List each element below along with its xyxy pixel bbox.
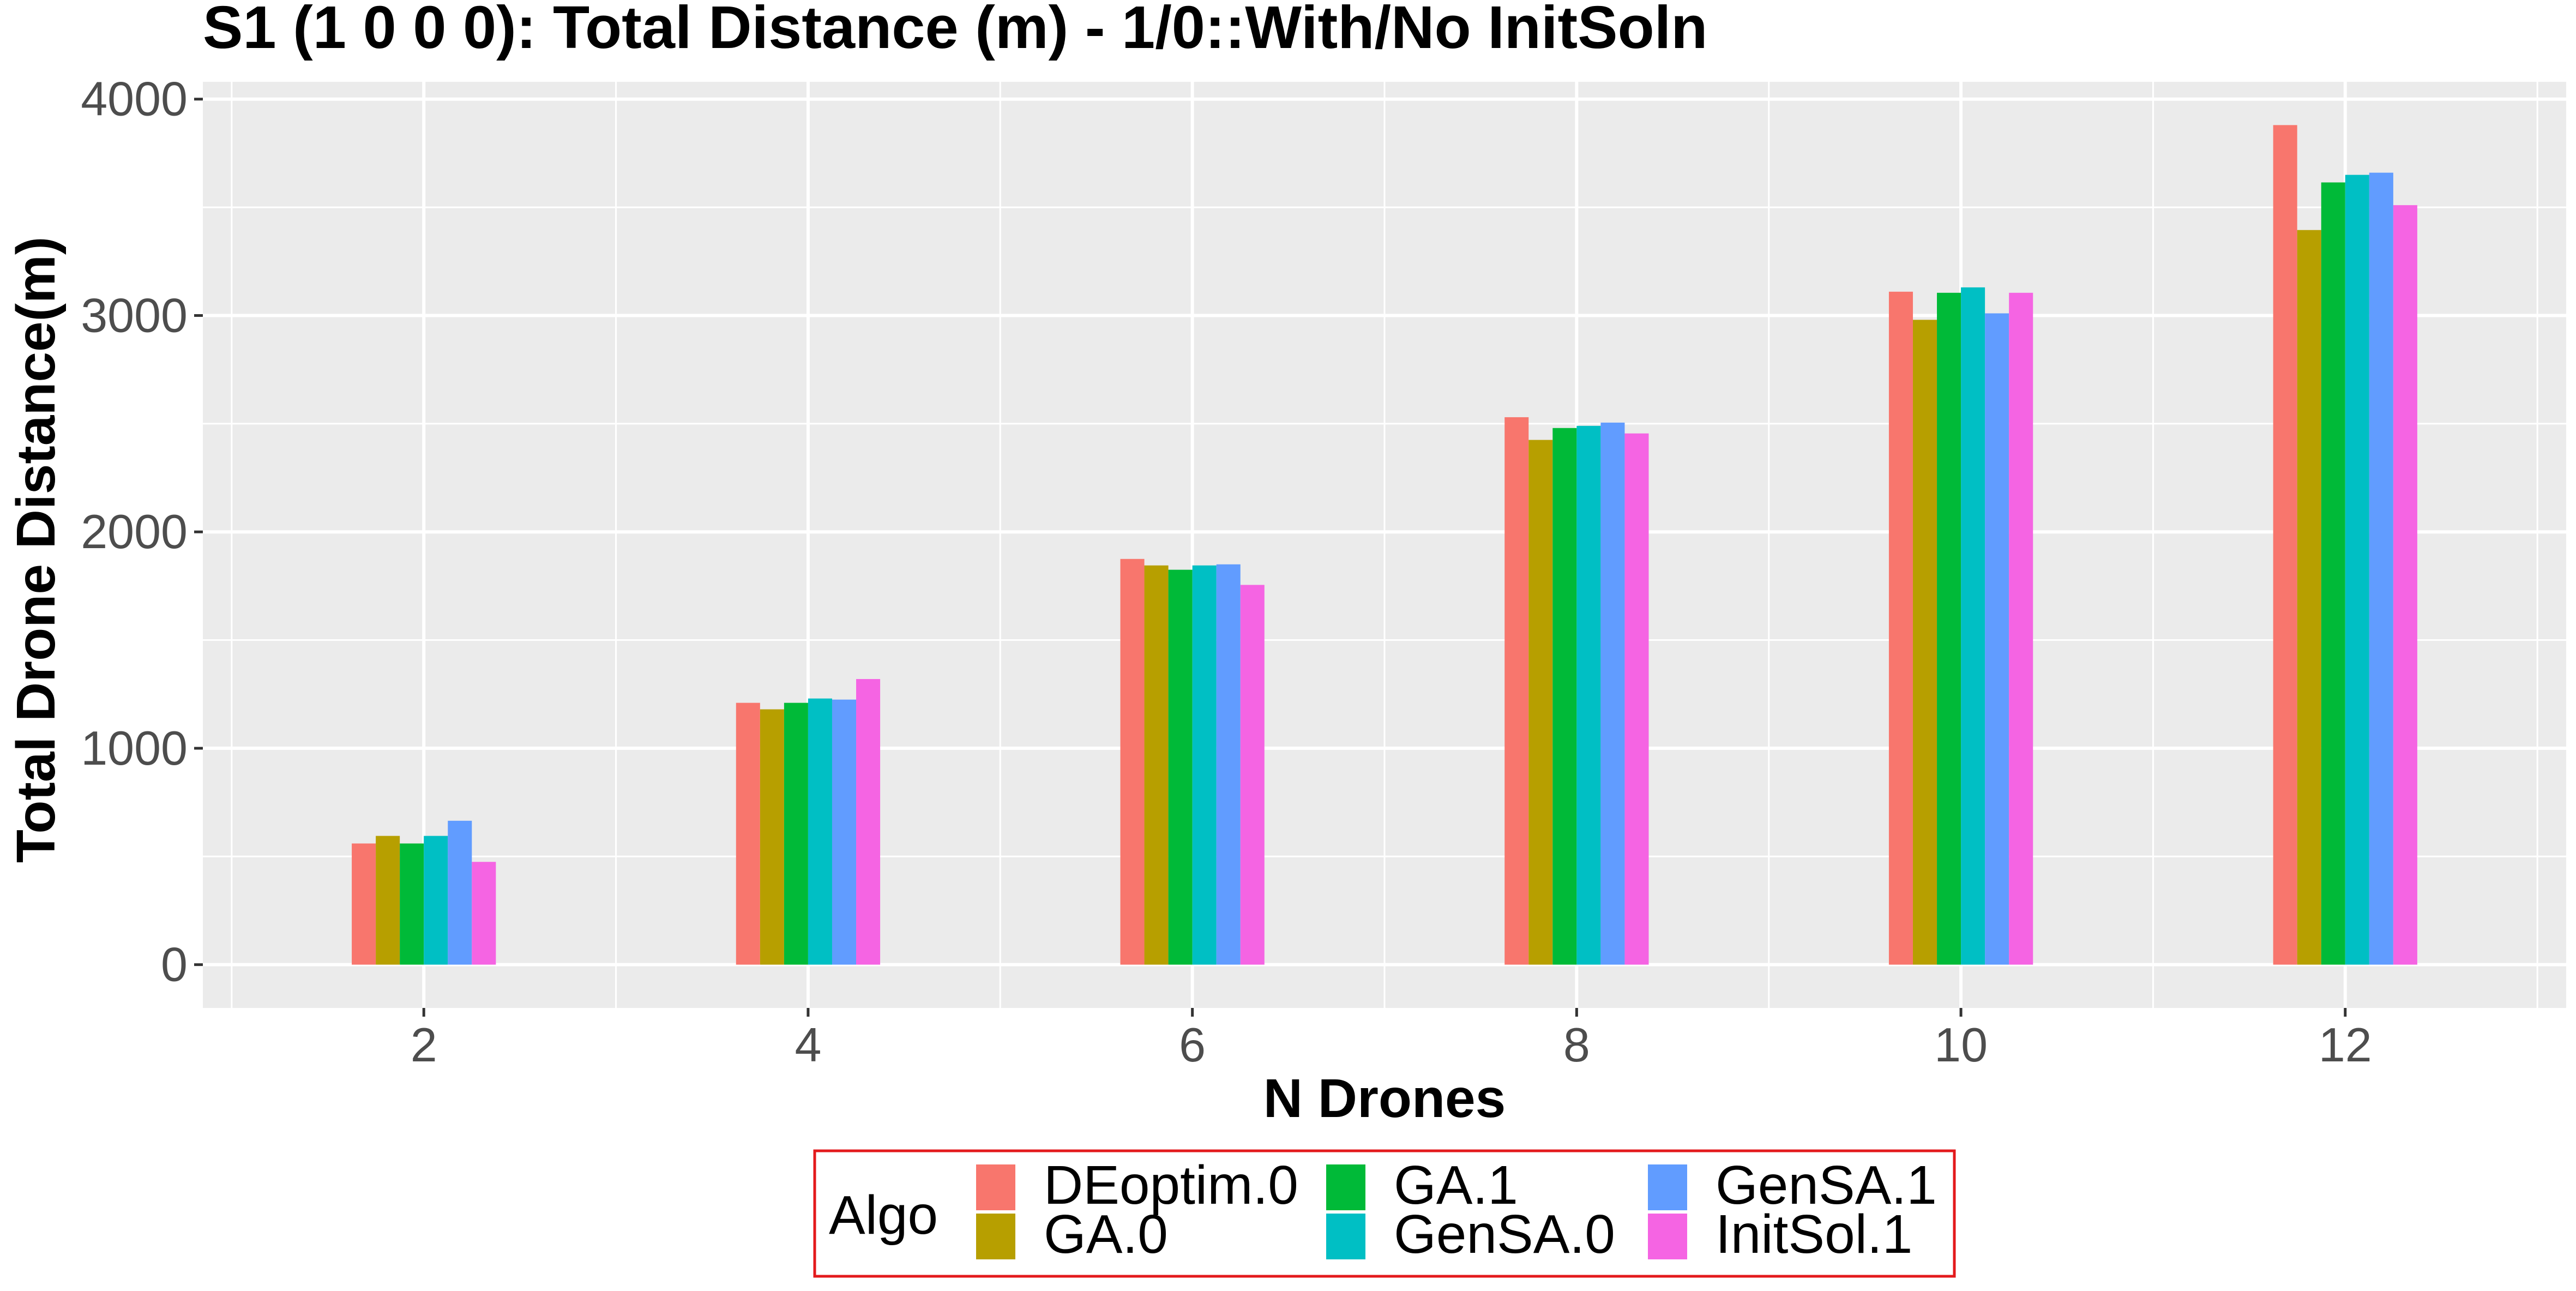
bar-deoptim-0-2 (352, 843, 376, 965)
x-tick-label: 2 (411, 1018, 437, 1072)
bars (352, 125, 2417, 965)
bar-ga-0-8 (1528, 440, 1553, 965)
y-axis-title: Total Drone Distance(m) (5, 237, 67, 863)
y-tick-label: 2000 (81, 505, 188, 559)
bar-initsol-1-12 (2393, 205, 2417, 965)
chart-title: S1 (1 0 0 0): Total Distance (m) - 1/0::… (203, 0, 1707, 61)
bar-ga-1-6 (1168, 569, 1193, 965)
bar-deoptim-0-8 (1504, 417, 1529, 965)
bar-gensa-1-6 (1216, 564, 1241, 965)
bar-gensa-1-2 (448, 820, 472, 965)
bar-ga-0-12 (2297, 230, 2321, 965)
bar-initsol-1-4 (856, 678, 881, 965)
bar-initsol-1-6 (1240, 585, 1265, 965)
legend-key-gensa-1 (1648, 1164, 1687, 1210)
bar-ga-0-4 (760, 709, 784, 965)
legend-label-ga-0: GA.0 (1044, 1204, 1168, 1265)
bar-ga-1-4 (784, 702, 808, 965)
y-tick-label: 0 (161, 938, 188, 992)
legend-key-ga-0 (976, 1214, 1015, 1259)
bar-ga-1-8 (1552, 428, 1577, 965)
y-tick-label: 4000 (81, 72, 188, 126)
bar-initsol-1-10 (2009, 292, 2033, 965)
y-tick-label: 1000 (81, 721, 188, 775)
legend-label-gensa-1: GenSA.1 (1716, 1155, 1937, 1216)
legend-key-gensa-0 (1326, 1214, 1365, 1259)
bar-ga-1-12 (2321, 182, 2345, 965)
bar-ga-1-2 (400, 843, 424, 965)
legend-key-deoptim-0 (976, 1164, 1015, 1210)
x-tick-label: 4 (795, 1018, 821, 1072)
bar-gensa-0-12 (2345, 175, 2369, 965)
x-tick-label: 10 (1934, 1018, 1988, 1072)
bar-gensa-1-10 (1985, 313, 2009, 965)
bar-gensa-0-4 (808, 698, 832, 965)
x-tick-label: 8 (1563, 1018, 1590, 1072)
bar-gensa-0-2 (424, 836, 448, 965)
bar-gensa-1-8 (1600, 422, 1625, 965)
bar-ga-0-6 (1144, 565, 1169, 965)
axes: 0 1000 2000 3000 4000 2 4 6 8 10 12 (81, 72, 2372, 1072)
legend-label-deoptim-0: DEoptim.0 (1044, 1155, 1298, 1216)
y-tick-label: 3000 (81, 288, 188, 342)
bar-initsol-1-8 (1624, 433, 1649, 965)
bar-gensa-0-10 (1961, 287, 1985, 965)
bar-gensa-0-6 (1192, 565, 1217, 965)
legend-title: Algo (829, 1185, 938, 1246)
legend-label-gensa-0: GenSA.0 (1394, 1204, 1615, 1265)
legend-key-ga-1 (1326, 1164, 1365, 1210)
bar-deoptim-0-12 (2273, 125, 2297, 965)
bar-ga-1-10 (1937, 292, 1961, 965)
bar-gensa-1-12 (2369, 172, 2393, 965)
x-tick-label: 6 (1179, 1018, 1206, 1072)
legend-label-initsol-1: InitSol.1 (1716, 1204, 1912, 1265)
legend-key-initsol-1 (1648, 1214, 1687, 1259)
legend-label-ga-1: GA.1 (1394, 1155, 1518, 1216)
bar-deoptim-0-4 (736, 702, 760, 965)
bar-deoptim-0-10 (1888, 291, 1913, 965)
bar-gensa-1-4 (832, 699, 857, 965)
bar-initsol-1-2 (472, 862, 496, 965)
x-axis-title: N Drones (1263, 1068, 1506, 1129)
bar-gensa-0-8 (1576, 425, 1601, 965)
bar-ga-0-10 (1912, 320, 1937, 965)
bar-deoptim-0-6 (1120, 559, 1145, 965)
bar-ga-0-2 (376, 836, 400, 965)
x-tick-label: 12 (2319, 1018, 2372, 1072)
